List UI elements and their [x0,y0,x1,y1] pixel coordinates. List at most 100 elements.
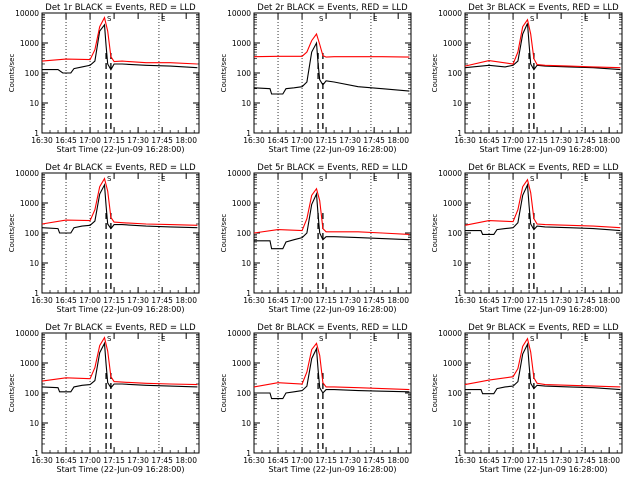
x-axis-label: Start Time (22-Jun-09 16:28:00) [480,145,608,154]
x-tick-label: 17:45 [574,456,596,465]
y-tick-label: 10 [452,99,462,108]
x-tick-label: 17:00 [79,136,101,145]
x-axis-label: Start Time (22-Jun-09 16:28:00) [269,305,397,314]
panel-3: Det 3r BLACK = Events, RED = LLD 1 10 100 10… [431,3,623,154]
x-tick-label: 17:00 [79,296,101,305]
y-tick-label: 1000 [20,199,39,208]
panel-2: Det 2r BLACK = Events, RED = LLD 1 10 100 10… [220,3,412,154]
y-axis-label: Counts/sec [8,54,16,93]
x-tick-label: 18:00 [387,456,409,465]
y-tick-label: 10 [29,419,39,428]
series-events-line [41,182,198,234]
panel-title: Det 7r BLACK = Events, RED = LLD [45,323,196,333]
panel-title: Det 4r BLACK = Events, RED = LLD [45,163,196,173]
x-tick-label: 16:45 [55,136,77,145]
x-tick-label: 16:45 [478,456,500,465]
plot-frame [253,12,412,134]
y-tick-label: 100 [25,69,40,78]
x-tick-label: 18:00 [387,136,409,145]
y-tick-label: 10000 [438,9,462,18]
y-tick-label: 1 [246,449,251,458]
panel-title: Det 8r BLACK = Events, RED = LLD [257,323,408,333]
x-tick-label: 16:30 [31,136,53,145]
series-events-line [254,191,410,250]
marker-start: S [107,15,112,23]
panel-title: Det 5r BLACK = Events, RED = LLD [257,163,408,173]
x-tick-label: 17:45 [151,296,173,305]
x-tick-label: 17:45 [363,136,385,145]
x-tick-label: 17:00 [291,456,313,465]
x-tick-label: 17:30 [127,136,149,145]
y-axis-label: Counts/sec [220,214,228,253]
x-axis-label: Start Time (22-Jun-09 16:28:00) [57,305,185,314]
plot-frame [253,332,412,454]
x-tick-label: 17:15 [526,136,548,145]
x-tick-label: 17:00 [79,456,101,465]
panel-title: Det 1r BLACK = Events, RED = LLD [45,3,196,13]
y-axis-label: Counts/sec [431,54,439,93]
y-tick-label: 10000 [15,169,39,178]
x-tick-label: 17:30 [339,296,361,305]
x-tick-label: 18:00 [175,296,197,305]
marker-end: E [161,335,165,343]
x-tick-label: 16:45 [267,296,289,305]
y-axis-label: Counts/sec [431,214,439,253]
y-tick-label: 10000 [227,169,251,178]
x-tick-label: 17:00 [502,296,524,305]
x-tick-label: 17:15 [315,296,337,305]
series-lld-line [464,178,621,229]
panel-9: Det 9r BLACK = Events, RED = LLD 1 10 100 10… [431,323,623,474]
y-axis-label: Counts/sec [220,54,228,93]
marker-end: E [373,15,377,23]
marker-end: E [373,335,377,343]
x-tick-label: 16:30 [31,296,53,305]
y-tick-label: 10 [452,419,462,428]
marker-end: E [584,15,588,23]
y-tick-label: 1000 [443,359,462,368]
x-tick-label: 17:00 [502,136,524,145]
panel-8: Det 8r BLACK = Events, RED = LLD 1 10 100 10… [220,323,412,474]
marker-start: S [107,335,112,343]
x-tick-label: 16:30 [31,456,53,465]
x-tick-label: 17:30 [550,136,572,145]
y-tick-label: 100 [237,69,252,78]
x-axis-label: Start Time (22-Jun-09 16:28:00) [269,145,397,154]
x-tick-label: 17:00 [291,296,313,305]
y-tick-label: 1000 [232,359,251,368]
series-lld-line [464,337,621,388]
y-tick-label: 1 [457,449,462,458]
x-tick-label: 17:30 [339,136,361,145]
x-tick-label: 17:15 [103,456,125,465]
panel-4: Det 4r BLACK = Events, RED = LLD 1 10 100 10… [8,163,200,314]
panel-6: Det 6r BLACK = Events, RED = LLD 1 10 100 10… [431,163,623,314]
series-events-line [254,346,410,400]
y-tick-label: 1000 [232,39,251,48]
y-tick-label: 1 [246,129,251,138]
panel-7: Det 7r BLACK = Events, RED = LLD 1 10 100 10… [8,323,200,474]
y-tick-label: 10000 [438,329,462,338]
x-tick-label: 17:45 [363,296,385,305]
x-tick-label: 18:00 [387,296,409,305]
y-tick-label: 10000 [438,169,462,178]
x-tick-label: 17:15 [526,456,548,465]
x-tick-label: 17:45 [151,456,173,465]
x-tick-label: 18:00 [598,296,620,305]
x-tick-label: 16:30 [454,456,476,465]
marker-end: E [161,175,165,183]
y-tick-label: 100 [448,69,463,78]
marker-end: E [584,175,588,183]
y-tick-label: 1000 [20,359,39,368]
marker-start: S [530,335,535,343]
y-tick-label: 10 [241,419,251,428]
series-events-line [41,341,198,393]
x-tick-label: 16:30 [454,136,476,145]
y-tick-label: 100 [25,229,40,238]
series-lld-line [253,342,410,391]
y-tick-label: 1 [246,289,251,298]
y-tick-label: 1000 [443,39,462,48]
panel-5: Det 5r BLACK = Events, RED = LLD 1 10 100 10… [220,163,412,314]
series-lld-line [464,18,621,69]
x-tick-label: 17:45 [363,456,385,465]
marker-end: E [584,335,588,343]
